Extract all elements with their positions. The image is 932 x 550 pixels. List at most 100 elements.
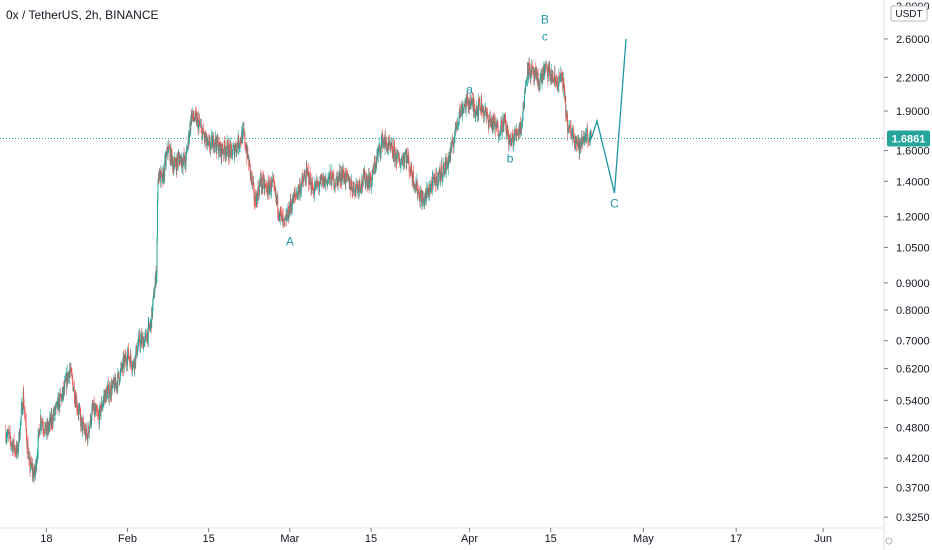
candle xyxy=(574,140,576,151)
candle xyxy=(243,123,244,135)
candle xyxy=(580,137,582,155)
candle xyxy=(549,60,551,82)
candle-body xyxy=(427,187,429,193)
candle xyxy=(144,331,146,347)
candle-body xyxy=(23,406,25,410)
candle-body xyxy=(376,153,378,156)
candle xyxy=(305,160,307,187)
candle-body xyxy=(133,361,135,366)
candle xyxy=(506,125,508,138)
candle xyxy=(334,179,336,194)
candle-body xyxy=(86,436,88,442)
candle-body xyxy=(84,429,86,434)
candle xyxy=(520,127,522,134)
candle-body xyxy=(533,74,535,78)
candle-body xyxy=(192,110,194,118)
candle xyxy=(21,401,23,415)
price-axis[interactable]: 3.00002.60002.20001.90001.60001.40001.20… xyxy=(883,0,930,550)
candle-body xyxy=(301,177,303,185)
candle xyxy=(444,153,446,174)
candle-body xyxy=(183,155,185,160)
candle xyxy=(69,363,71,374)
candle xyxy=(503,114,505,133)
candle-body xyxy=(216,136,218,144)
candle-body xyxy=(527,62,529,76)
candle xyxy=(312,177,313,191)
candle xyxy=(446,152,448,166)
candle xyxy=(499,131,501,142)
candle xyxy=(435,178,437,193)
price-tick-label: 0.4800 xyxy=(896,422,930,434)
candle-body xyxy=(284,218,286,220)
candle-body xyxy=(38,429,40,436)
candle xyxy=(136,342,138,359)
candle-body xyxy=(273,182,275,188)
candle-body xyxy=(97,412,99,414)
candle xyxy=(187,130,189,151)
candle-body xyxy=(94,408,96,415)
candle xyxy=(439,166,441,182)
candle xyxy=(287,203,289,221)
candle-body xyxy=(437,184,439,186)
candle-body xyxy=(157,180,159,201)
candle-body xyxy=(67,372,69,382)
candle-body xyxy=(64,379,66,383)
candle-body xyxy=(557,83,558,84)
candle-body xyxy=(74,397,76,402)
candle-body xyxy=(174,157,176,162)
candle xyxy=(90,413,92,429)
candle xyxy=(470,94,471,110)
candle-body xyxy=(34,467,36,477)
candle-body xyxy=(455,122,457,126)
candle-body xyxy=(553,82,555,84)
candle-body xyxy=(528,74,529,76)
candle xyxy=(307,167,309,177)
candle xyxy=(585,127,587,143)
candle-body xyxy=(322,177,324,181)
candle xyxy=(469,105,470,115)
candle-body xyxy=(381,139,383,142)
candle xyxy=(201,126,203,145)
candle xyxy=(245,141,247,154)
candle xyxy=(257,180,259,204)
candle xyxy=(171,150,172,167)
candle-body xyxy=(563,79,565,84)
candle-body xyxy=(254,196,256,202)
candle xyxy=(368,168,370,190)
candle-body xyxy=(359,180,361,186)
candle xyxy=(449,149,451,162)
candle xyxy=(569,120,571,129)
candle xyxy=(124,349,126,368)
candle xyxy=(62,381,64,400)
candle xyxy=(166,148,168,157)
candle xyxy=(23,385,25,408)
candle-body xyxy=(321,178,323,181)
candle-body xyxy=(349,182,351,190)
candle-body xyxy=(427,192,428,196)
candle xyxy=(105,387,107,394)
candle-body xyxy=(225,151,227,155)
time-axis[interactable]: 18 Feb 15 Mar 15 Apr 15 May 17 Jun xyxy=(0,527,893,545)
candle xyxy=(318,181,320,196)
candle xyxy=(384,131,386,155)
candle-body xyxy=(90,420,92,425)
candle xyxy=(546,65,548,76)
candle-body xyxy=(494,121,496,126)
candle xyxy=(468,97,470,111)
candle xyxy=(64,372,66,384)
candle xyxy=(502,118,504,133)
candle-body xyxy=(71,372,73,377)
candle-body xyxy=(180,155,182,158)
candle-body xyxy=(77,410,79,414)
candle xyxy=(443,157,445,167)
candle xyxy=(293,188,295,204)
candle-body xyxy=(16,445,18,452)
candle xyxy=(5,432,7,445)
candle-body xyxy=(172,163,174,167)
candle-body xyxy=(120,368,122,371)
candle-body xyxy=(151,308,153,316)
candle xyxy=(472,99,474,112)
candle-body xyxy=(140,335,142,339)
